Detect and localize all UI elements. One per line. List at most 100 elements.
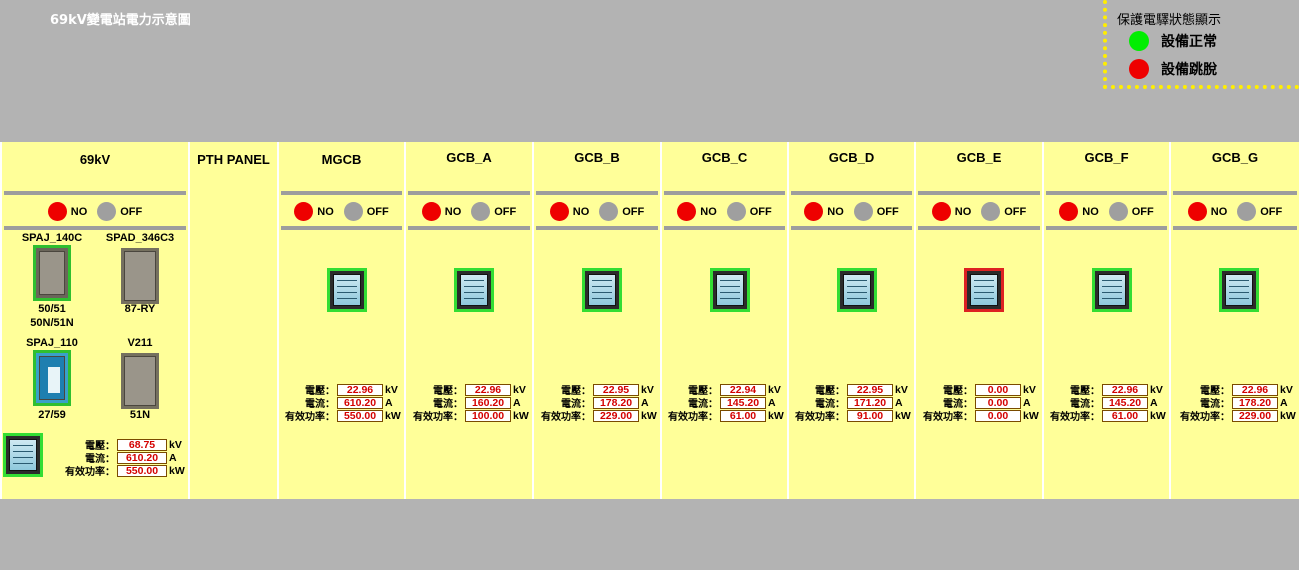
off-lamp-icon (726, 202, 746, 221)
voltage-value: 22.95 (847, 383, 893, 396)
power-value: 0.00 (975, 409, 1021, 422)
current-unit: A (641, 396, 649, 409)
no-label: NO (70, 205, 88, 218)
off-label: OFF (622, 205, 645, 218)
on-lamp-icon (294, 202, 314, 221)
relay-device-icon[interactable] (33, 245, 71, 301)
no-label: NO (444, 205, 462, 218)
on-lamp-icon (47, 202, 67, 221)
power-meter-icon[interactable] (1219, 268, 1259, 312)
status-indicator: NO OFF (789, 202, 914, 221)
on-lamp-icon (549, 202, 569, 221)
current-unit: A (895, 396, 903, 409)
meter-readings: 電壓： 22.95 kV 電流： 178.20 A 有效功率： 229.00 kW (534, 383, 660, 423)
power-value: 550.00 (337, 409, 383, 422)
relay-code: 50/51 (38, 303, 66, 315)
legend-item-normal: 設備正常 (1129, 31, 1217, 51)
divider (4, 191, 186, 195)
relay-device-icon[interactable] (121, 353, 159, 409)
relay-device-icon[interactable] (121, 248, 159, 304)
voltage-unit: kV (641, 383, 654, 396)
panel-title: GCB_B (574, 150, 620, 165)
divider (918, 226, 1040, 230)
power-meter-icon[interactable] (454, 268, 494, 312)
panel-title: MGCB (321, 152, 362, 167)
power-label: 有效功率： (413, 412, 463, 423)
power-label: 有效功率： (923, 412, 973, 423)
off-label: OFF (1260, 205, 1283, 218)
power-unit: kW (895, 409, 911, 422)
power-label: 有效功率： (1050, 412, 1100, 423)
voltage-value: 22.96 (337, 383, 383, 396)
power-meter-icon[interactable] (327, 268, 367, 312)
divider (536, 226, 658, 230)
panel-breaker-gcb-f: GCB_F NO OFF 電壓： 22.96 kV 電流： 145.20 A 有效功率： 6… (1044, 142, 1169, 499)
divider (1046, 191, 1167, 195)
voltage-label: 電壓： (433, 386, 463, 397)
off-lamp-icon (471, 202, 491, 221)
panel-title: GCB_C (701, 150, 748, 165)
divider (791, 226, 912, 230)
voltage-value: 22.96 (1232, 383, 1278, 396)
relay-device-icon[interactable] (33, 350, 71, 406)
panel-breaker-gcb-e: GCB_E NO OFF 電壓： 0.00 kV 電流： 0.00 A 有效功率： 0.00… (916, 142, 1042, 499)
relay-name: SPAD_346C3 (105, 232, 175, 244)
current-label: 電流： (943, 399, 973, 410)
power-label: 有效功率： (795, 412, 845, 423)
on-lamp-icon (677, 202, 697, 221)
relay-code: 27/59 (38, 409, 66, 421)
panel-breaker-gcb-g: GCB_G NO OFF 電壓： 22.96 kV 電流： 178.20 A 有效功率： 2… (1171, 142, 1299, 499)
page-title: 69kV變電站電力示意圖 (50, 13, 191, 28)
on-lamp-icon (931, 202, 951, 221)
status-indicator: NO OFF (2, 202, 188, 221)
panel-breaker-gcb-a: GCB_A NO OFF 電壓： 22.96 kV 電流： 160.20 A 有效功率： 1… (406, 142, 532, 499)
voltage-label: 電壓： (815, 386, 845, 397)
divider (536, 191, 658, 195)
panel-pth: PTH PANEL (190, 142, 277, 499)
legend-label: 設備跳脫 (1161, 62, 1217, 78)
no-label: NO (827, 205, 844, 218)
current-value: 160.20 (465, 396, 511, 409)
off-lamp-icon (599, 202, 619, 221)
voltage-value: 22.95 (593, 383, 639, 396)
meter-readings: 電壓： 22.96 kV 電流： 178.20 A 有效功率： 229.00 kW (1171, 383, 1299, 423)
power-unit: kW (641, 409, 657, 422)
current-label: 電流： (1200, 399, 1230, 410)
current-label: 電流： (1070, 399, 1100, 410)
off-lamp-icon (1237, 202, 1257, 221)
divider (1173, 226, 1297, 230)
status-indicator: NO OFF (279, 202, 404, 221)
voltage-unit: kV (169, 438, 182, 451)
voltage-unit: kV (1280, 383, 1293, 396)
on-lamp-icon (421, 202, 441, 221)
current-value: 145.20 (720, 396, 766, 409)
legend-item-tripped: 設備跳脫 (1129, 59, 1217, 79)
meter-readings: 電壓： 22.94 kV 電流： 145.20 A 有效功率： 61.00 kW (662, 383, 787, 423)
off-label: OFF (1004, 205, 1027, 218)
current-value: 0.00 (975, 396, 1021, 409)
power-meter-icon[interactable] (3, 433, 43, 477)
power-meter-icon[interactable] (964, 268, 1004, 312)
divider (1173, 191, 1297, 195)
power-meter-icon[interactable] (710, 268, 750, 312)
off-lamp-icon (97, 202, 117, 221)
voltage-unit: kV (1150, 383, 1163, 396)
off-label: OFF (749, 205, 772, 218)
status-indicator: NO OFF (916, 202, 1042, 221)
voltage-unit: kV (768, 383, 781, 396)
current-value: 610.20 (337, 396, 383, 409)
voltage-label: 電壓： (561, 386, 591, 397)
off-lamp-icon (981, 202, 1001, 221)
voltage-label: 電壓： (688, 386, 718, 397)
panel-69kv: 69kV NO OFF SPAJ_140C SPAD_346C3 50/51 5… (2, 142, 188, 499)
power-meter-icon[interactable] (837, 268, 877, 312)
power-meter-icon[interactable] (1092, 268, 1132, 312)
off-label: OFF (120, 205, 143, 218)
off-label: OFF (494, 205, 517, 218)
voltage-value: 68.75 (117, 438, 167, 451)
status-indicator: NO OFF (662, 202, 787, 221)
power-meter-icon[interactable] (582, 268, 622, 312)
current-label: 電流： (85, 454, 115, 465)
voltage-value: 0.00 (975, 383, 1021, 396)
switchgear-panel-area: 69kV NO OFF SPAJ_140C SPAD_346C3 50/51 5… (0, 142, 1299, 499)
